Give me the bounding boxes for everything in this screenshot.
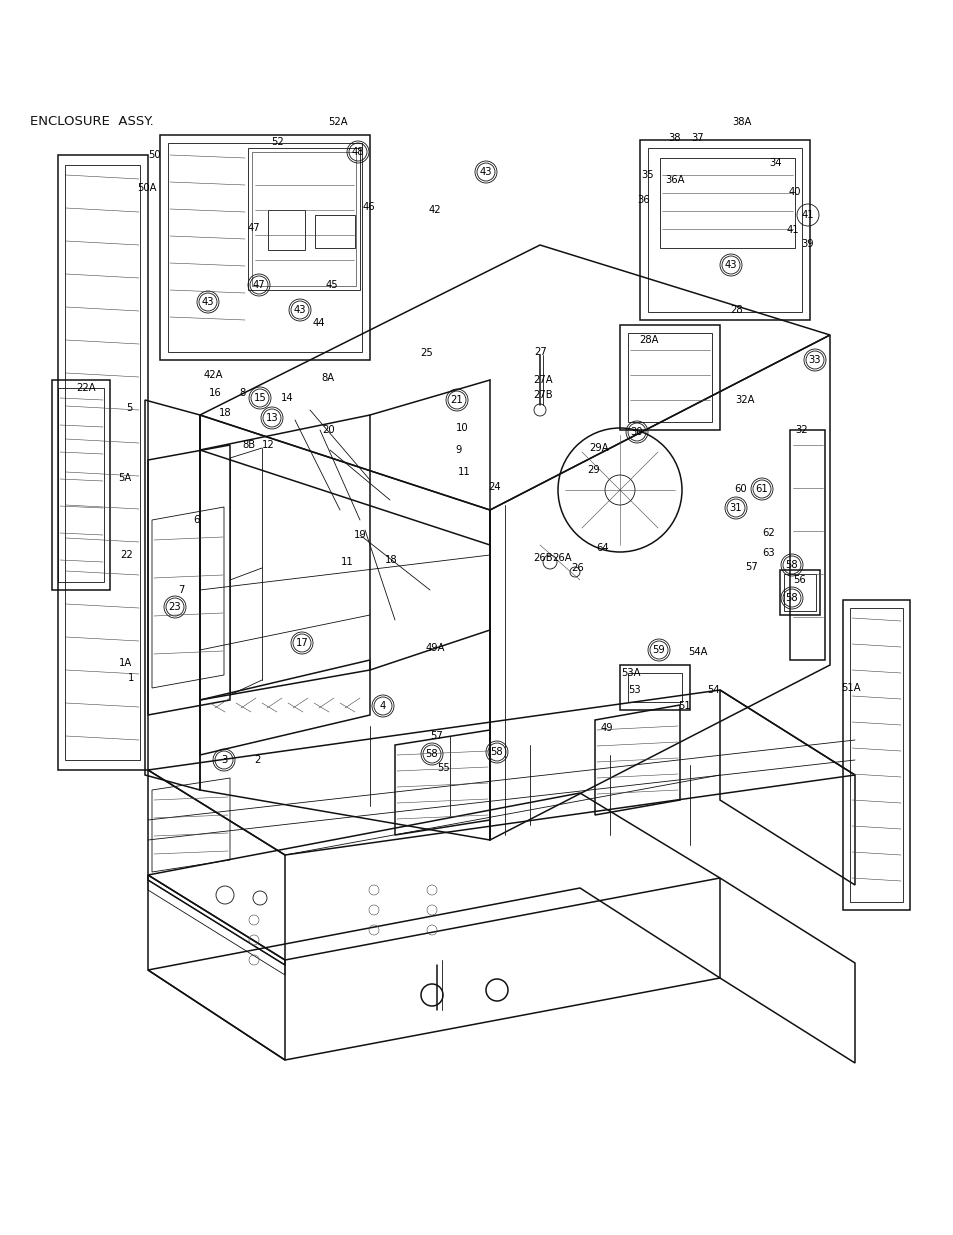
Text: 41: 41: [786, 225, 799, 235]
Text: 64: 64: [596, 543, 609, 553]
Text: 8A: 8A: [321, 373, 335, 383]
Text: 32: 32: [795, 425, 807, 435]
Text: 1A: 1A: [119, 658, 132, 668]
Text: 43: 43: [479, 167, 492, 177]
Text: 58: 58: [785, 559, 798, 571]
Text: 5: 5: [126, 403, 132, 412]
Text: 36: 36: [637, 195, 650, 205]
Text: ENCLOSURE  ASSY.: ENCLOSURE ASSY.: [30, 115, 153, 128]
Text: 51A: 51A: [841, 683, 860, 693]
Text: 34: 34: [769, 158, 781, 168]
Text: 47: 47: [248, 224, 260, 233]
Text: 44: 44: [313, 317, 325, 329]
Text: 10: 10: [456, 424, 468, 433]
Text: 60: 60: [734, 484, 746, 494]
Text: 51: 51: [678, 701, 691, 711]
Text: 58: 58: [425, 748, 437, 760]
Text: 4: 4: [379, 701, 386, 711]
Text: 38: 38: [668, 133, 680, 143]
Text: 26: 26: [571, 563, 584, 573]
Text: 48: 48: [352, 147, 364, 157]
Text: 54: 54: [707, 685, 720, 695]
Text: 43: 43: [724, 261, 737, 270]
Text: PAGE 70 — DCA-45USI —  OPERATION AND PARTS  MANUAL  (STD) — REV. #2  (04/22/05): PAGE 70 — DCA-45USI — OPERATION AND PART…: [113, 1174, 840, 1189]
Text: 28A: 28A: [639, 335, 659, 345]
Text: 25: 25: [420, 348, 433, 358]
Text: 31: 31: [729, 503, 741, 513]
Text: 58: 58: [785, 593, 798, 603]
Text: 54A: 54A: [687, 647, 707, 657]
Text: 11: 11: [457, 467, 470, 477]
Text: 61: 61: [755, 484, 767, 494]
Text: 52: 52: [272, 137, 284, 147]
Text: 50: 50: [149, 149, 161, 161]
Text: 38A: 38A: [732, 117, 751, 127]
Text: DCA-45USI — ENCLOSURE ASSY.: DCA-45USI — ENCLOSURE ASSY.: [337, 61, 934, 94]
Text: 57: 57: [430, 731, 443, 741]
Text: 8: 8: [239, 388, 246, 398]
Text: 5A: 5A: [118, 473, 132, 483]
Text: 22A: 22A: [76, 383, 95, 393]
Text: 43: 43: [294, 305, 306, 315]
Text: 35: 35: [641, 170, 654, 180]
Text: 27B: 27B: [533, 390, 552, 400]
Text: 32A: 32A: [735, 395, 754, 405]
Text: 58: 58: [490, 747, 503, 757]
Text: 59: 59: [652, 645, 664, 655]
Text: 6: 6: [193, 515, 199, 525]
Text: 63: 63: [761, 548, 775, 558]
Text: 3: 3: [221, 755, 227, 764]
Text: 12: 12: [261, 440, 274, 450]
Text: 13: 13: [265, 412, 278, 424]
Text: 41: 41: [801, 210, 814, 220]
Text: 49: 49: [600, 722, 613, 734]
Text: 45: 45: [325, 280, 338, 290]
Text: 20: 20: [322, 425, 335, 435]
Text: 47: 47: [253, 280, 265, 290]
Text: 7: 7: [177, 585, 184, 595]
Text: 28: 28: [730, 305, 742, 315]
Text: 40: 40: [788, 186, 801, 198]
Text: 39: 39: [801, 240, 814, 249]
Text: 49A: 49A: [425, 643, 444, 653]
Text: 53A: 53A: [620, 668, 640, 678]
Text: 15: 15: [253, 393, 266, 403]
Text: 29A: 29A: [589, 443, 608, 453]
Text: 29: 29: [587, 466, 599, 475]
Text: 55: 55: [437, 763, 450, 773]
Text: 62: 62: [761, 529, 775, 538]
Text: 43: 43: [201, 296, 214, 308]
Text: 56: 56: [793, 576, 805, 585]
Text: 14: 14: [280, 393, 293, 403]
Text: 30: 30: [630, 427, 642, 437]
Text: 9: 9: [456, 445, 461, 454]
Text: 21: 21: [450, 395, 463, 405]
Text: 57: 57: [745, 562, 758, 572]
Text: 8B: 8B: [242, 440, 255, 450]
Text: 1: 1: [128, 673, 134, 683]
Text: 2: 2: [253, 755, 260, 764]
Text: 36A: 36A: [664, 175, 684, 185]
Text: 52A: 52A: [328, 117, 348, 127]
Text: 11: 11: [340, 557, 353, 567]
Text: 22: 22: [120, 550, 133, 559]
Text: 26A: 26A: [552, 553, 571, 563]
Text: 33: 33: [808, 354, 821, 366]
Text: 26B: 26B: [533, 553, 552, 563]
Text: 27: 27: [534, 347, 547, 357]
Text: 42: 42: [428, 205, 441, 215]
Text: 53: 53: [628, 685, 640, 695]
Text: 17: 17: [295, 638, 308, 648]
Text: 18: 18: [384, 555, 396, 564]
Text: 27A: 27A: [533, 375, 552, 385]
Text: 24: 24: [488, 482, 500, 492]
Text: 19: 19: [354, 530, 366, 540]
Text: 42A: 42A: [203, 370, 222, 380]
Text: 46: 46: [362, 203, 375, 212]
Text: 18: 18: [218, 408, 231, 417]
Text: 37: 37: [691, 133, 703, 143]
Text: 23: 23: [169, 601, 181, 613]
Text: 50A: 50A: [137, 183, 156, 193]
Text: 16: 16: [209, 388, 221, 398]
